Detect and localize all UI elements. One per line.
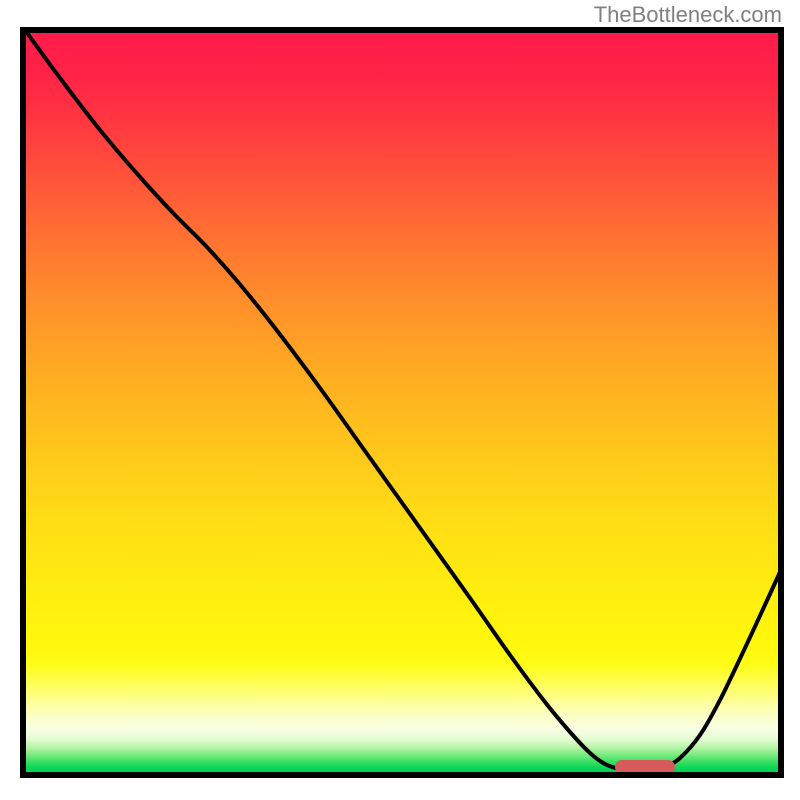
chart-container: TheBottleneck.com — [0, 0, 800, 800]
chart-svg — [0, 0, 800, 800]
watermark-text: TheBottleneck.com — [594, 2, 782, 28]
gradient-background — [23, 30, 781, 775]
marker-pill — [615, 760, 675, 774]
